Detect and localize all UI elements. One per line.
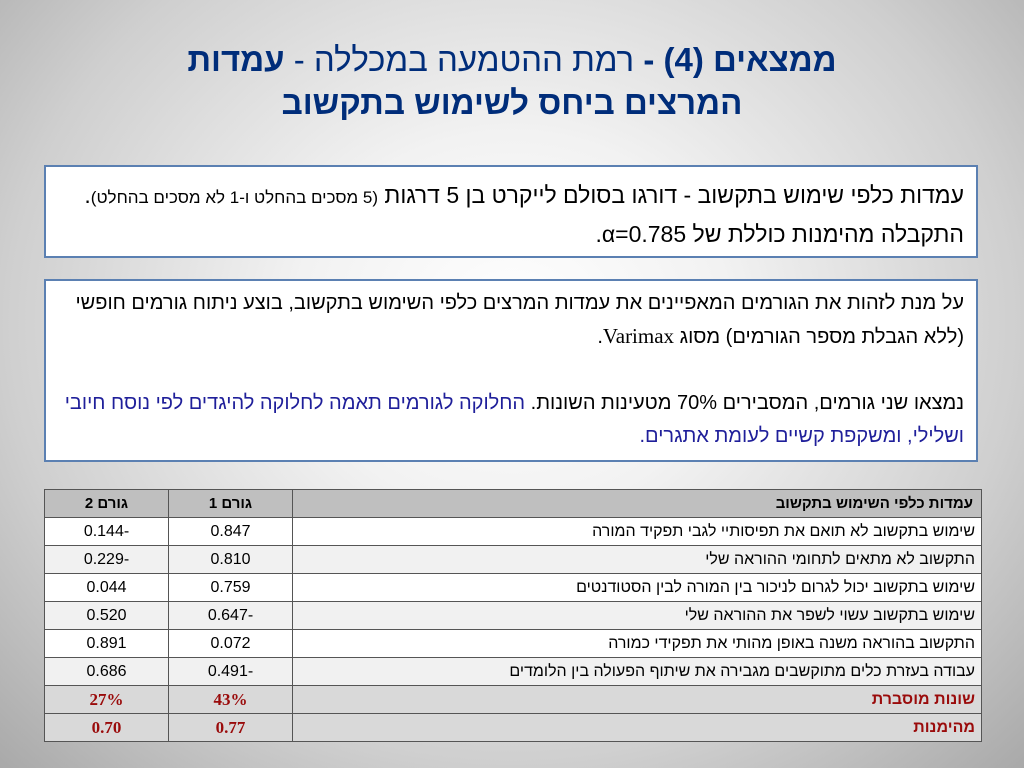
row-label: שימוש בתקשוב יכול לגרום לניכור בין המורה…	[292, 573, 982, 602]
reliability-box: עמדות כלפי שימוש בתקשוב - דורגו בסולם לי…	[44, 165, 978, 258]
reliability-factor-2: 0.70	[44, 713, 169, 742]
table-row: עבודה בעזרת כלים מתוקשבים מגבירה את שיתו…	[44, 657, 982, 686]
factor-analysis-box: על מנת לזהות את הגורמים המאפיינים את עמד…	[44, 279, 978, 462]
factor-analysis-text: על מנת לזהות את הגורמים המאפיינים את עמד…	[75, 292, 964, 348]
table-row: שימוש בתקשוב לא תואם את תפיסותיי לגבי תפ…	[44, 517, 982, 546]
slide-title: ממצאים (4) - רמת ההטמעה במכללה - עמדות ה…	[40, 38, 984, 124]
factor-analysis-paragraph: על מנת לזהות את הגורמים המאפיינים את עמד…	[58, 287, 964, 354]
table-row: שימוש בתקשוב יכול לגרום לניכור בין המורה…	[44, 573, 982, 602]
reliability-factor-1: 0.77	[168, 713, 293, 742]
title-bold-attitudes: עמדות	[187, 41, 285, 78]
factor-2-value: -0.229	[44, 545, 169, 574]
row-label: שימוש בתקשוב לא תואם את תפיסותיי לגבי תפ…	[292, 517, 982, 546]
factor-2-value: 0.520	[44, 601, 169, 630]
factor-2-value: 0.686	[44, 657, 169, 686]
table-row: התקשוב בהוראה משנה באופן מהותי את תפקידי…	[44, 629, 982, 658]
reliability-label: מהימנות	[292, 713, 982, 742]
alpha-value: α=0.785	[601, 221, 687, 247]
factors-found-paragraph: נמצאו שני גורמים, המסבירים 70% מטעינות ה…	[58, 387, 964, 453]
factor-1-value: 0.810	[168, 545, 293, 574]
factors-found-text: נמצאו שני גורמים, המסבירים 70% מטעינות ה…	[525, 392, 964, 414]
explained-variance-label: שונות מוסברת	[292, 685, 982, 714]
title-normal-text: רמת ההטמעה במכללה -	[284, 41, 644, 78]
table-row: שימוש בתקשוב עשוי לשפר את ההוראה שלי -0.…	[44, 601, 982, 630]
varimax-term: Varimax	[602, 324, 675, 348]
factor-1-value: 0.072	[168, 629, 293, 658]
paragraph-spacer	[58, 354, 964, 387]
explained-variance-factor-1: 43%	[168, 685, 293, 714]
factor-analysis-end: .	[597, 326, 603, 348]
factor-loadings-table: עמדות כלפי השימוש בתקשוב גורם 1 גורם 2 ש…	[44, 489, 982, 742]
factor-1-value: -0.491	[168, 657, 293, 686]
table-row: התקשוב לא מתאים לתחומי ההוראה שלי 0.810 …	[44, 545, 982, 574]
factor-1-value: 0.759	[168, 573, 293, 602]
title-line-2: המרצים ביחס לשימוש בתקשוב	[281, 84, 743, 121]
row-label: עבודה בעזרת כלים מתוקשבים מגבירה את שיתו…	[292, 657, 982, 686]
title-bold-findings: ממצאים (4) -	[643, 41, 837, 78]
row-label: שימוש בתקשוב עשוי לשפר את ההוראה שלי	[292, 601, 982, 630]
row-label: התקשוב לא מתאים לתחומי ההוראה שלי	[292, 545, 982, 574]
table-header-row: עמדות כלפי השימוש בתקשוב גורם 1 גורם 2	[44, 489, 982, 518]
row-label: התקשוב בהוראה משנה באופן מהותי את תפקידי…	[292, 629, 982, 658]
factor-1-value: -0.647	[168, 601, 293, 630]
title-line-1: ממצאים (4) - רמת ההטמעה במכללה - עמדות	[40, 38, 984, 81]
reliability-row: מהימנות 0.77 0.70	[44, 713, 982, 742]
factor-2-value: 0.891	[44, 629, 169, 658]
factor-2-value: -0.144	[44, 517, 169, 546]
factors-division-text: החלוקה לגורמים תאמה לחלוקה להיגדים לפי נ…	[64, 392, 964, 447]
reliability-end: .	[595, 221, 602, 247]
header-factor-1: גורם 1	[168, 489, 293, 518]
factor-1-value: 0.847	[168, 517, 293, 546]
reliability-text-part1: עמדות כלפי שימוש בתקשוב - דורגו בסולם לי…	[378, 182, 964, 208]
header-factor-2: גורם 2	[44, 489, 169, 518]
reliability-text-part2: . התקבלה מהימנות כוללת של	[84, 182, 964, 247]
explained-variance-factor-2: 27%	[44, 685, 169, 714]
factor-2-value: 0.044	[44, 573, 169, 602]
header-attitudes: עמדות כלפי השימוש בתקשוב	[292, 489, 982, 518]
explained-variance-row: שונות מוסברת 43% 27%	[44, 685, 982, 714]
scale-note: (5 מסכים בהחלט ו-1 לא מסכים בהחלט)	[90, 188, 379, 207]
